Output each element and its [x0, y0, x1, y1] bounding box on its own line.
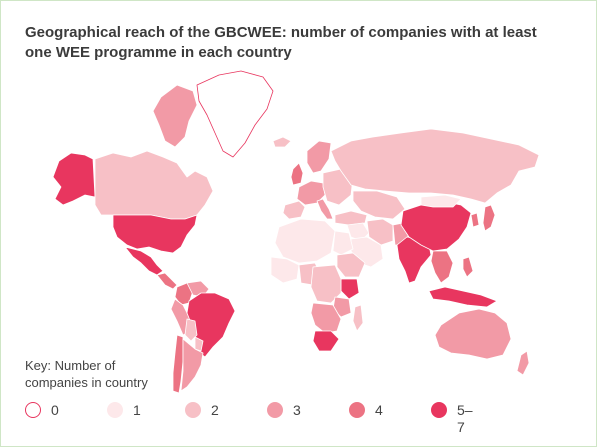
country-philippines: [462, 256, 474, 278]
legend-swatch-4: [349, 402, 365, 418]
country-turkey: [334, 210, 368, 226]
country-central-america: [156, 272, 178, 290]
legend-label-3: 3: [293, 402, 301, 418]
country-arctic-islands: [152, 84, 198, 148]
legend-label-1: 1: [133, 402, 141, 418]
country-mongolia: [420, 194, 462, 208]
country-united-kingdom: [290, 162, 304, 186]
key-label: Key: Number of companies in country: [25, 358, 148, 390]
legend-label-0: 0: [51, 402, 59, 418]
legend-swatch-1: [107, 402, 123, 418]
country-scandinavia: [306, 140, 332, 174]
legend-label-5: 5–7: [457, 402, 473, 435]
legend-swatch-2: [185, 402, 201, 418]
country-kenya: [340, 278, 360, 300]
country-bolivia: [184, 318, 198, 342]
country-south-africa: [312, 330, 340, 352]
country-iran: [366, 218, 394, 246]
map-title: Geographical reach of the GBCWEE: number…: [25, 24, 537, 61]
legend: 0 1 2 3 4 5–7: [25, 399, 565, 435]
country-united-states: [112, 214, 198, 254]
country-new-zealand: [516, 350, 530, 376]
country-canada: [94, 150, 214, 220]
legend-label-4: 4: [375, 402, 383, 418]
legend-swatch-0: [25, 402, 41, 418]
legend-label-2: 2: [211, 402, 219, 418]
country-alaska: [52, 152, 96, 206]
country-italy: [316, 198, 334, 220]
country-australia: [434, 308, 512, 360]
country-paraguay: [194, 336, 204, 352]
country-japan: [482, 204, 496, 232]
country-iberia: [282, 200, 306, 220]
country-russia: [330, 128, 540, 204]
country-mexico: [124, 246, 164, 276]
legend-swatch-5: [431, 402, 447, 418]
country-korea: [470, 212, 480, 228]
country-ethiopia: [336, 252, 366, 278]
country-kazakhstan: [352, 190, 406, 220]
country-argentina: [180, 338, 204, 392]
country-north-africa: [274, 218, 336, 264]
country-egypt: [332, 230, 354, 256]
country-west-africa: [270, 256, 300, 284]
legend-swatch-3: [267, 402, 283, 418]
country-western-europe: [296, 180, 326, 206]
country-iceland: [272, 136, 292, 148]
country-madagascar: [352, 304, 364, 332]
country-greenland: [196, 70, 274, 158]
country-indonesia: [428, 286, 498, 308]
country-southeast-asia: [430, 250, 454, 284]
